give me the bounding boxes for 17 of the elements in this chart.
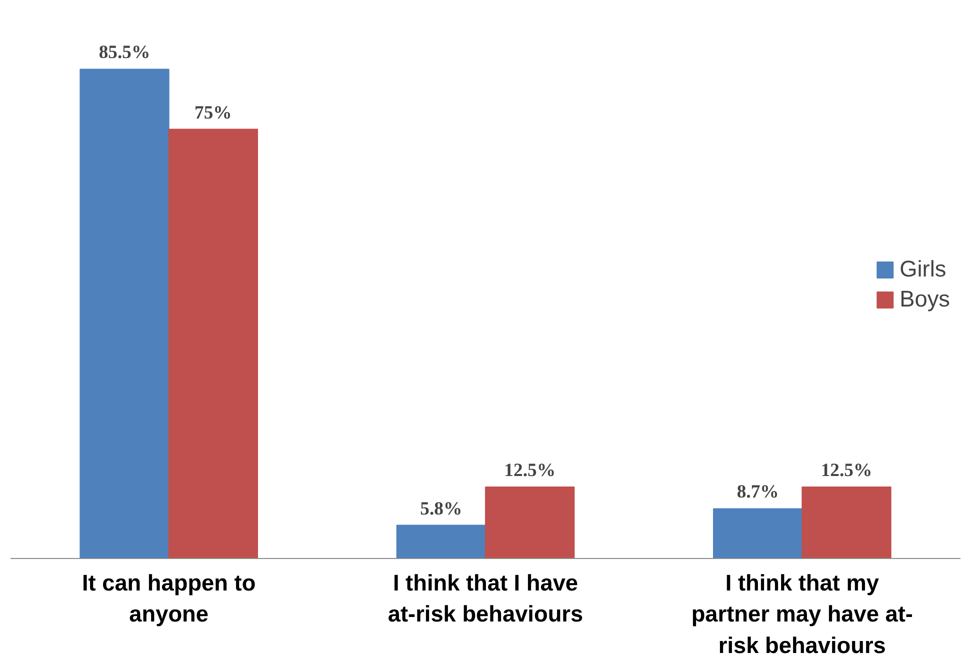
bar <box>168 128 258 558</box>
legend-label: Girls <box>900 256 946 282</box>
data-label: 12.5% <box>504 460 556 481</box>
bar <box>80 68 170 558</box>
x-tick-label: I think that I have at-risk behaviours <box>388 570 584 627</box>
bar <box>485 486 575 558</box>
bar <box>396 524 486 558</box>
data-label: 85.5% <box>98 42 150 64</box>
data-label: 12.5% <box>820 460 872 481</box>
legend-label: Boys <box>900 286 950 312</box>
bar <box>802 486 892 558</box>
data-label: 8.7% <box>736 482 779 503</box>
data-label: 75% <box>194 102 232 124</box>
data-label: 5.8% <box>420 498 462 520</box>
bar <box>713 508 803 558</box>
x-tick-label: It can happen to anyone <box>82 570 256 627</box>
x-tick-label: I think that my partner may have at-risk behaviours <box>691 570 913 658</box>
